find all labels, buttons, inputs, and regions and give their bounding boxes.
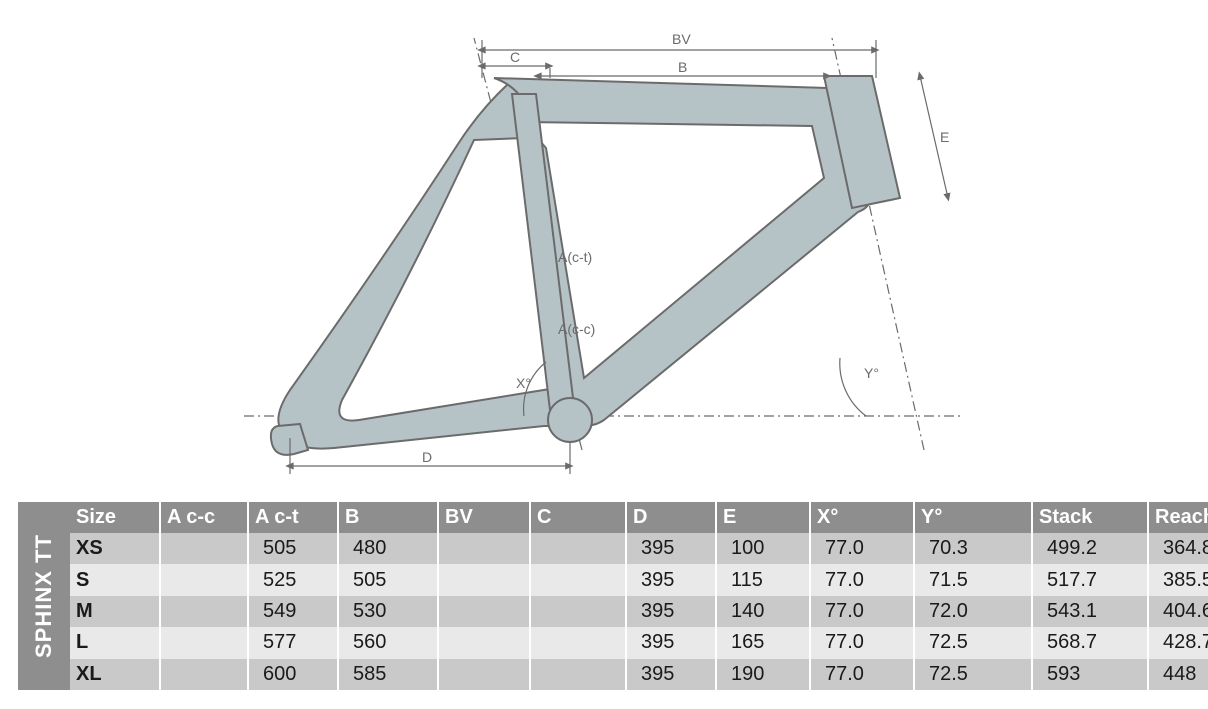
frame-geometry-diagram: BV B C E D A(c-t) A(c-c) X° Y° <box>224 18 984 488</box>
cell-y: 72.5 <box>914 627 1032 658</box>
cell-stack: 499.2 <box>1032 533 1148 564</box>
col-stack: Stack <box>1032 502 1148 533</box>
cell-d: 395 <box>626 533 716 564</box>
cell-reach: 448 <box>1148 659 1208 690</box>
product-label: SPHINX TT <box>18 502 70 690</box>
table-row: L 577560 39516577.072.5568.7428.7 <box>70 627 1208 658</box>
cell-bv <box>438 564 530 595</box>
dim-label-act: A(c-t) <box>558 249 592 265</box>
dim-label-acc: A(c-c) <box>558 321 595 337</box>
cell-b: 505 <box>338 564 438 595</box>
cell-acc <box>160 596 248 627</box>
cell-reach: 364.8 <box>1148 533 1208 564</box>
cell-act: 577 <box>248 627 338 658</box>
cell-acc <box>160 533 248 564</box>
dim-label-x: X° <box>516 375 531 391</box>
cell-bv <box>438 659 530 690</box>
cell-b: 480 <box>338 533 438 564</box>
cell-e: 190 <box>716 659 810 690</box>
cell-c <box>530 533 626 564</box>
table-row: M 549530 39514077.072.0543.1404.6 <box>70 596 1208 627</box>
dim-label-d: D <box>422 449 432 465</box>
dim-label-bv: BV <box>672 31 691 47</box>
table-row: XS 505480 39510077.070.3499.2364.8 <box>70 533 1208 564</box>
cell-y: 72.0 <box>914 596 1032 627</box>
cell-reach: 385.5 <box>1148 564 1208 595</box>
cell-b: 560 <box>338 627 438 658</box>
cell-size: M <box>70 596 160 627</box>
col-acc: A c-c <box>160 502 248 533</box>
col-d: D <box>626 502 716 533</box>
cell-x: 77.0 <box>810 596 914 627</box>
cell-e: 140 <box>716 596 810 627</box>
geometry-table: SizeA c-cA c-tBBVCDEX°Y°StackReach XS 505… <box>70 502 1208 690</box>
cell-acc <box>160 659 248 690</box>
cell-stack: 568.7 <box>1032 627 1148 658</box>
cell-size: XS <box>70 533 160 564</box>
table-row: S 525505 39511577.071.5517.7385.5 <box>70 564 1208 595</box>
dim-label-c: C <box>510 49 520 65</box>
col-bv: BV <box>438 502 530 533</box>
cell-act: 525 <box>248 564 338 595</box>
cell-x: 77.0 <box>810 627 914 658</box>
dim-label-y: Y° <box>864 365 879 381</box>
dim-label-e: E <box>940 129 949 145</box>
cell-e: 100 <box>716 533 810 564</box>
cell-e: 115 <box>716 564 810 595</box>
cell-c <box>530 564 626 595</box>
col-c: C <box>530 502 626 533</box>
cell-d: 395 <box>626 659 716 690</box>
col-b: B <box>338 502 438 533</box>
cell-y: 70.3 <box>914 533 1032 564</box>
cell-size: S <box>70 564 160 595</box>
cell-d: 395 <box>626 627 716 658</box>
cell-c <box>530 659 626 690</box>
dim-label-b: B <box>678 59 687 75</box>
col-y: Y° <box>914 502 1032 533</box>
col-act: A c-t <box>248 502 338 533</box>
cell-c <box>530 596 626 627</box>
cell-d: 395 <box>626 596 716 627</box>
cell-act: 505 <box>248 533 338 564</box>
cell-acc <box>160 627 248 658</box>
cell-x: 77.0 <box>810 659 914 690</box>
col-reach: Reach <box>1148 502 1208 533</box>
cell-x: 77.0 <box>810 564 914 595</box>
cell-y: 72.5 <box>914 659 1032 690</box>
col-e: E <box>716 502 810 533</box>
cell-stack: 517.7 <box>1032 564 1148 595</box>
cell-y: 71.5 <box>914 564 1032 595</box>
cell-acc <box>160 564 248 595</box>
table-row: XL 600585 39519077.072.5593448 <box>70 659 1208 690</box>
cell-c <box>530 627 626 658</box>
cell-d: 395 <box>626 564 716 595</box>
cell-reach: 428.7 <box>1148 627 1208 658</box>
cell-e: 165 <box>716 627 810 658</box>
cell-reach: 404.6 <box>1148 596 1208 627</box>
cell-bv <box>438 596 530 627</box>
cell-b: 530 <box>338 596 438 627</box>
cell-stack: 593 <box>1032 659 1148 690</box>
cell-bv <box>438 533 530 564</box>
col-x: X° <box>810 502 914 533</box>
cell-b: 585 <box>338 659 438 690</box>
cell-size: XL <box>70 659 160 690</box>
cell-x: 77.0 <box>810 533 914 564</box>
cell-act: 549 <box>248 596 338 627</box>
cell-size: L <box>70 627 160 658</box>
cell-stack: 543.1 <box>1032 596 1148 627</box>
cell-act: 600 <box>248 659 338 690</box>
col-size: Size <box>70 502 160 533</box>
cell-bv <box>438 627 530 658</box>
